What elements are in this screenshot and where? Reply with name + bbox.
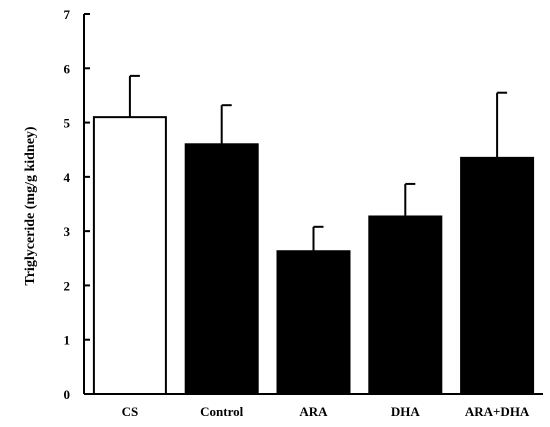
- y-axis-label-group: Triglyceride (mg/g kidney): [23, 126, 38, 285]
- y-axis-label: Triglyceride (mg/g kidney): [23, 126, 38, 285]
- bar: [276, 250, 351, 395]
- bar: [368, 215, 443, 395]
- bar: [184, 143, 259, 395]
- y-tick-label: 7: [64, 7, 71, 22]
- y-tick-label: 5: [64, 116, 71, 131]
- y-tick-label: 0: [64, 387, 71, 402]
- y-tick-label: 4: [64, 170, 71, 185]
- x-tick-label: CS: [122, 404, 139, 419]
- error-bars: [128, 74, 508, 252]
- y-tick-label: 1: [64, 333, 71, 348]
- x-tick-label: Control: [200, 404, 243, 419]
- y-tick-label: 2: [64, 278, 71, 293]
- category-labels: CS Control ARA DHA ARA+DHA: [122, 404, 530, 419]
- x-tick-label: ARA+DHA: [465, 404, 530, 419]
- bars: [92, 116, 535, 396]
- y-tick-label: 3: [64, 224, 71, 239]
- x-tick-label: ARA: [299, 404, 328, 419]
- bar: [460, 156, 535, 395]
- x-tick-label: DHA: [391, 404, 421, 419]
- bar: [92, 116, 167, 396]
- y-tick-label: 6: [64, 61, 71, 76]
